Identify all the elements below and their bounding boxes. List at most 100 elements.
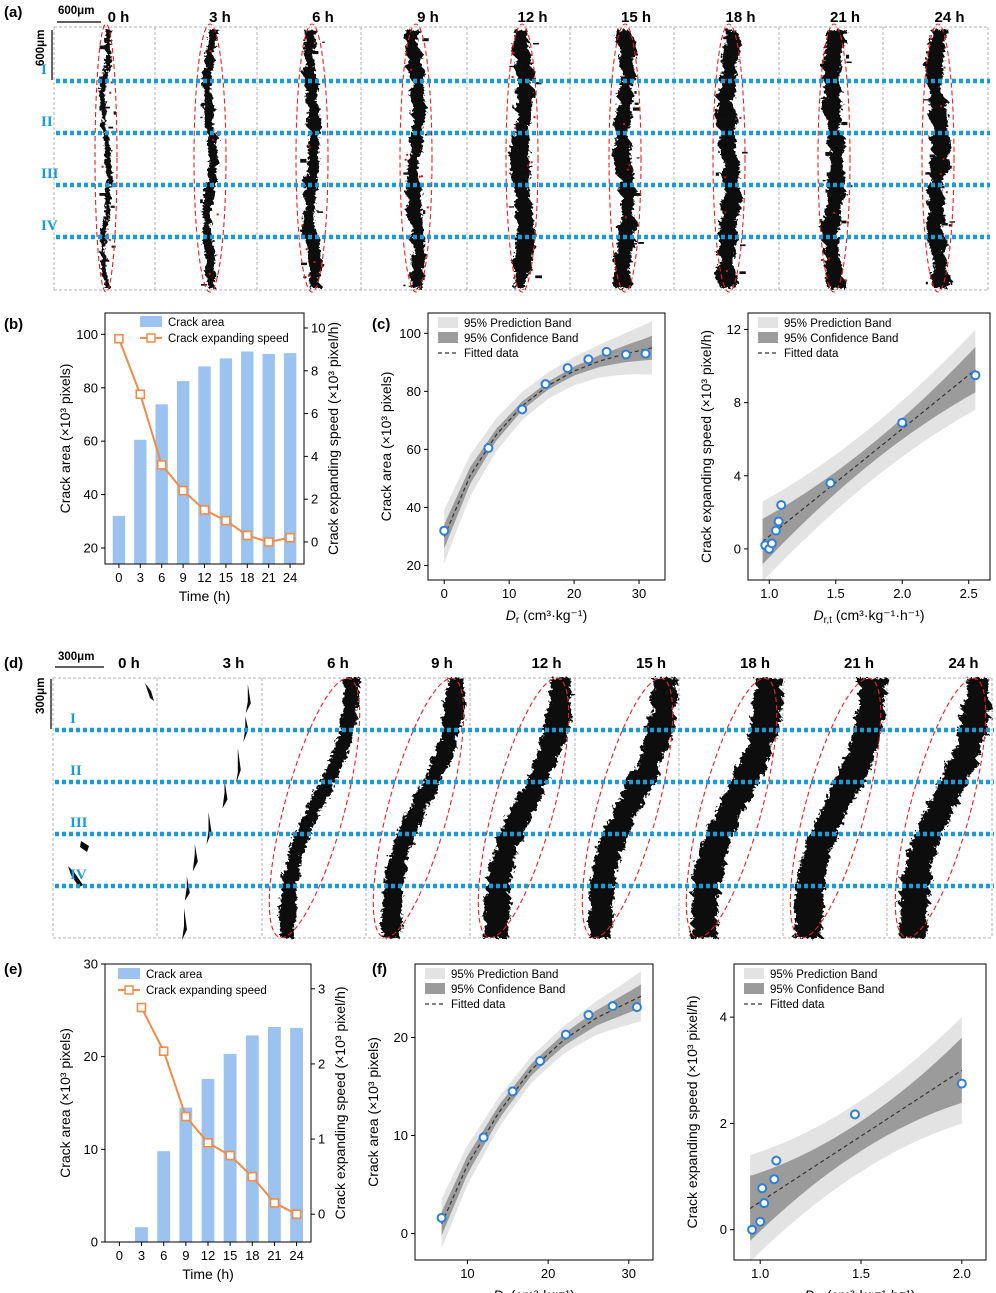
x-tick-label: 21 (261, 570, 275, 585)
scale-label-horizontal: 600μm (58, 5, 94, 17)
y-tick-label: 80 (407, 384, 421, 399)
crack-fragment (107, 182, 114, 184)
x-tick-label: 20 (567, 586, 581, 601)
crack-edge-mark (208, 272, 211, 275)
bar-crack-area (155, 404, 168, 564)
point-expanding-speed (242, 530, 253, 541)
crack-fragment (634, 91, 637, 94)
chart-f-speed: 1.0 1.5 2.0 0 2 4 Dr,t (cm³·kg⁻¹·h⁻¹) Crack exp… (684, 963, 987, 1293)
crack-edge-mark (833, 211, 836, 214)
crack-fragment (615, 226, 621, 229)
legend-label: Crack expanding speed (168, 333, 289, 345)
legend-swatch-marker (146, 333, 156, 343)
bar-crack-area (268, 1027, 281, 1242)
y-tick-label: 20 (84, 540, 98, 555)
x-tick-label: 1.5 (852, 1266, 870, 1281)
crack-ellipse (193, 23, 227, 293)
crack-edge-mark (739, 117, 742, 119)
crack-edge-mark (418, 175, 421, 178)
crack-fragment (316, 210, 319, 212)
x-axis-symbol: D (804, 1287, 814, 1293)
crack-ellipse (477, 677, 570, 939)
crack-fragment (721, 118, 729, 120)
zone-label: I (70, 711, 76, 727)
crack-fragment (723, 36, 728, 40)
crack-fragment (726, 249, 730, 253)
legend-label: Fitted data (784, 348, 839, 360)
crack-fragment (933, 131, 938, 133)
crack-edge-mark (526, 164, 529, 167)
y2-tick-label: 2 (311, 492, 318, 507)
legend-label: 95% Prediction Band (464, 318, 571, 330)
crack-shape (688, 678, 785, 938)
legend-label: Crack area (146, 969, 203, 981)
crack-fragment (949, 221, 955, 223)
crack-fragment (204, 232, 208, 234)
crack-fragment (635, 193, 642, 196)
x-axis-label: Dr (cm³·kg⁻¹) (493, 1287, 575, 1293)
crack-fragment (312, 51, 319, 55)
crack-fragment (205, 275, 210, 277)
crack-fragment (836, 152, 843, 155)
y-tick-label: 40 (84, 487, 98, 502)
x-tick-label: 21 (267, 1248, 281, 1263)
time-label: 15 h (621, 9, 651, 26)
data-point (776, 500, 787, 510)
crack-fragment (742, 151, 748, 154)
data-point (757, 1183, 768, 1194)
crack-fragment (520, 64, 523, 68)
time-label: 24 h (934, 9, 964, 26)
y-tick-label: 8 (734, 395, 741, 410)
x-axis-unit: (cm³·kg⁻¹·h⁻¹) (832, 607, 925, 623)
crack-fragment (313, 115, 317, 119)
crack-fragment (403, 284, 406, 287)
crack-edge-mark (533, 116, 536, 119)
crack-fragment (527, 193, 531, 195)
x-axis-symbol: D (506, 607, 516, 623)
crack-fragment (205, 228, 211, 232)
legend-swatch-confidence (758, 332, 778, 343)
legend-swatch-prediction (425, 968, 445, 979)
crack-edge-mark (313, 261, 316, 263)
crack-fragment (825, 152, 832, 156)
crack-edge-mark (820, 259, 823, 261)
chart-f-area: 10 20 30 0 10 20 Dr (cm³·kg⁻¹) Crack area (×10³… (365, 963, 654, 1293)
crack-fragment (718, 78, 723, 82)
point-expanding-speed (247, 1171, 258, 1182)
y-tick-label: 20 (394, 1030, 408, 1045)
crack-fragment (513, 124, 519, 126)
y-axis-label: Crack area (×10³ pixels) (365, 1037, 381, 1187)
crack-ellipse (295, 23, 329, 293)
y2-tick-label: 0 (311, 534, 318, 549)
x-tick-label: 24 (289, 1248, 303, 1263)
legend-label: 95% Confidence Band (784, 333, 898, 345)
x-tick-label: 1.0 (751, 1266, 769, 1281)
x-tick-label: 0 (116, 1248, 123, 1263)
point-expanding-speed (263, 537, 274, 547)
crack-fragment (841, 121, 848, 126)
crack-fragment (508, 206, 514, 208)
data-point (562, 363, 573, 374)
time-label: 0 h (108, 9, 130, 26)
zone-label: IV (70, 867, 87, 883)
y-axis-label: Crack area (×10³ pixels) (57, 1028, 73, 1178)
x-tick-label: 10 (502, 586, 516, 601)
crack-strip-d: 300μm 300μm 0 h 3 h 6 h 9 h 12 h 15 h 18 h 21 h… (35, 651, 994, 941)
scale-label-horizontal: 300μm (58, 651, 94, 663)
crack-edge-mark (844, 279, 847, 282)
crack-fragment (205, 268, 210, 270)
fit-line (749, 1069, 963, 1210)
crack-ellipse (817, 23, 851, 293)
panel-label-a: (a) (4, 4, 22, 21)
crack-edge-mark (512, 52, 515, 54)
bar-crack-area (201, 1078, 215, 1242)
point-expanding-speed (203, 1138, 213, 1148)
crack-edge-mark (209, 50, 212, 52)
data-point (755, 1216, 766, 1227)
x-tick-label: 10 (460, 1266, 474, 1281)
confidence-band (441, 984, 641, 1236)
x-tick-label: 12 (201, 1248, 215, 1263)
legend-swatch-bar (140, 316, 162, 327)
x-tick-label: 12 (197, 570, 211, 585)
